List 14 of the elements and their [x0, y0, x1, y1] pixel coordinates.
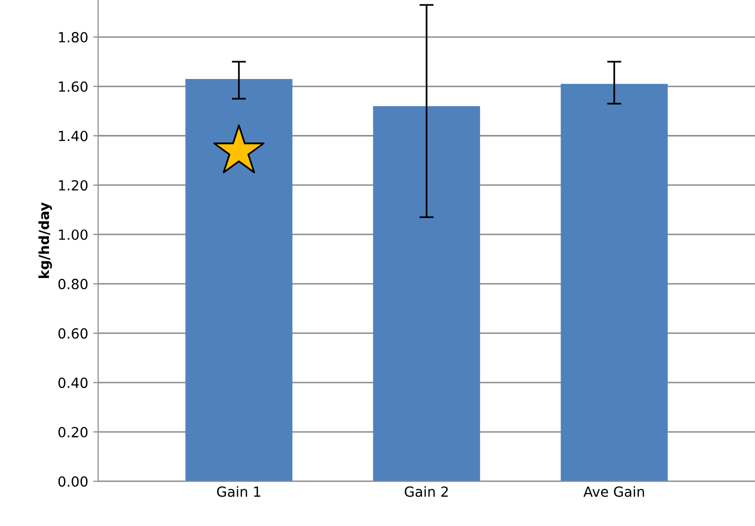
- x-tick-label: Gain 1: [217, 486, 260, 497]
- y-tick-label: 1.00: [59, 229, 88, 240]
- y-tick-label: 1.40: [59, 130, 88, 142]
- y-tick-label: 1.20: [59, 180, 88, 191]
- y-tick-label: 0.00: [58, 476, 88, 487]
- y-axis-title: kg/hd/day: [38, 202, 52, 278]
- y-tick-label: 0.20: [58, 426, 88, 438]
- y-tick-label: 1.60: [59, 81, 88, 92]
- y-tick-label: 0.40: [58, 378, 88, 388]
- y-tick-label: 0.80: [58, 278, 88, 290]
- y-tick-label: 1.80: [59, 32, 88, 42]
- x-tick-label: Gain 2: [404, 486, 448, 497]
- y-tick-label: 0.60: [58, 328, 88, 339]
- x-tick-label: Ave Gain: [583, 486, 644, 497]
